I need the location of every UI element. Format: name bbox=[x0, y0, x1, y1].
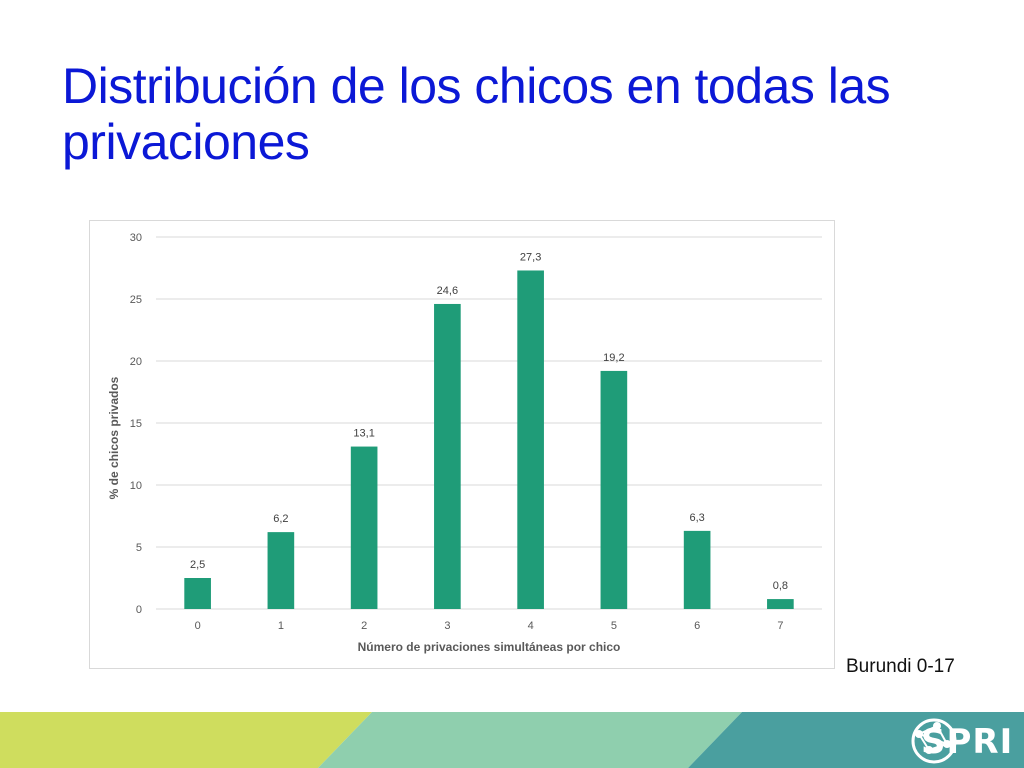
x-tick-label: 7 bbox=[777, 620, 783, 632]
logo-text: SPRI bbox=[921, 722, 1014, 762]
y-tick-label: 30 bbox=[130, 232, 142, 244]
page-title: Distribución de los chicos en todas las … bbox=[62, 58, 891, 170]
y-tick-label: 0 bbox=[136, 604, 142, 616]
y-tick-label: 25 bbox=[130, 294, 142, 306]
footer-mint-stripe bbox=[318, 712, 742, 768]
data-label-1: 6,2 bbox=[273, 513, 288, 525]
x-tick-label: 3 bbox=[444, 620, 450, 632]
data-label-5: 19,2 bbox=[603, 352, 624, 364]
x-tick-label: 5 bbox=[611, 620, 617, 632]
footer-lime-stripe bbox=[0, 712, 372, 768]
gridlines bbox=[156, 236, 822, 610]
bar-7 bbox=[767, 599, 794, 609]
bar-chart: 0 5 10 15 20 25 30 2,5 6,2 13,1 24,6 27,3 19,2 6,3 0,… bbox=[89, 220, 835, 669]
data-label-3: 24,6 bbox=[437, 285, 458, 297]
bars bbox=[184, 270, 794, 609]
data-label-6: 6,3 bbox=[689, 512, 704, 524]
bar-5 bbox=[600, 370, 628, 609]
chart-caption: Burundi 0-17 bbox=[846, 656, 955, 677]
y-tick-label: 15 bbox=[130, 418, 142, 430]
data-labels: 2,5 6,2 13,1 24,6 27,3 19,2 6,3 0,8 bbox=[190, 251, 788, 592]
x-axis-title: Número de privaciones simultáneas por ch… bbox=[358, 640, 621, 654]
y-tick-label: 10 bbox=[130, 480, 142, 492]
network-globe-icon bbox=[911, 718, 957, 764]
x-axis-ticks: 0 1 2 3 4 5 6 7 bbox=[195, 620, 784, 632]
data-label-0: 2,5 bbox=[190, 559, 205, 571]
bar-3 bbox=[434, 303, 461, 609]
y-axis-ticks: 0 5 10 15 20 25 30 bbox=[130, 232, 142, 616]
data-label-7: 0,8 bbox=[773, 580, 788, 592]
x-tick-label: 6 bbox=[694, 620, 700, 632]
bar-6 bbox=[683, 530, 711, 609]
bar-4 bbox=[517, 270, 544, 609]
y-axis-title: % de chicos privados bbox=[107, 376, 121, 499]
x-tick-label: 2 bbox=[361, 620, 367, 632]
bar-1 bbox=[267, 532, 295, 609]
bar-0 bbox=[184, 578, 211, 609]
data-label-4: 27,3 bbox=[520, 251, 541, 263]
y-tick-label: 5 bbox=[136, 542, 142, 554]
y-tick-label: 20 bbox=[130, 356, 142, 368]
x-tick-label: 0 bbox=[195, 620, 201, 632]
x-tick-label: 4 bbox=[528, 620, 534, 632]
x-tick-label: 1 bbox=[278, 620, 284, 632]
bar-2 bbox=[350, 446, 378, 609]
data-label-2: 13,1 bbox=[353, 428, 374, 440]
